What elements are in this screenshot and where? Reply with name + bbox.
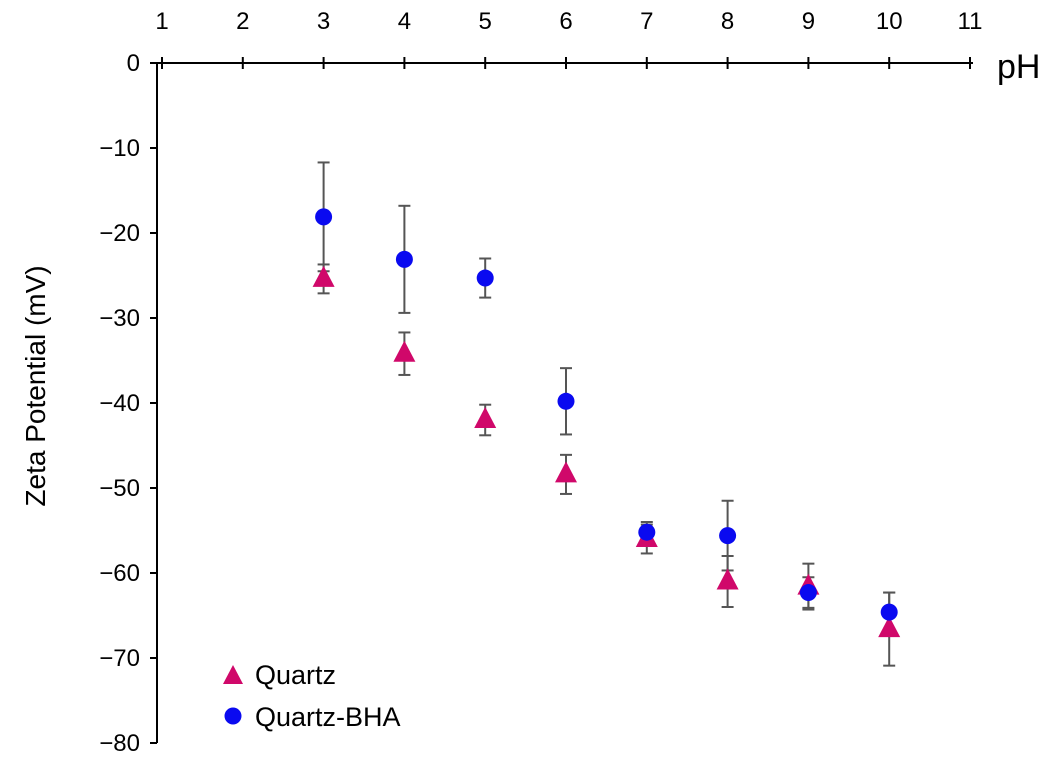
x-tick-label: 5 xyxy=(479,8,492,35)
point-quartz-bha xyxy=(880,603,898,621)
y-axis-title: Zeta Potential (mV) xyxy=(20,265,51,506)
point-quartz-bha xyxy=(476,269,494,287)
legend: Quartz Quartz-BHA xyxy=(223,660,401,732)
x-tick-label: 4 xyxy=(398,8,411,35)
point-quartz-bha xyxy=(395,250,413,268)
x-tick-label: 3 xyxy=(317,8,330,35)
y-tick-label: −50 xyxy=(99,475,140,502)
point-quartz-bha xyxy=(557,392,575,410)
point-quartz xyxy=(716,568,739,590)
point-quartz-bha xyxy=(799,584,817,602)
x-tick-label: 11 xyxy=(958,8,983,35)
y-tick-label: −40 xyxy=(99,390,140,417)
x-tick-label: 8 xyxy=(721,8,734,35)
legend-marker-quartz xyxy=(223,665,243,684)
legend-marker-quartz-bha xyxy=(224,707,242,725)
x-axis-title: pH xyxy=(997,48,1040,86)
x-tick-label: 10 xyxy=(876,8,903,35)
series-layer xyxy=(312,161,901,667)
point-quartz xyxy=(555,461,577,483)
legend-label-quartz: Quartz xyxy=(255,660,336,690)
point-quartz xyxy=(393,340,416,362)
point-quartz xyxy=(474,407,497,428)
point-quartz xyxy=(878,616,901,638)
x-axis-ticks: 1 2 3 4 5 6 7 8 9 10 11 xyxy=(155,8,982,69)
y-axis-ticks: 0 −10 −20 −30 −40 −50 −60 −70 −80 xyxy=(99,50,157,757)
y-tick-label: −20 xyxy=(99,220,140,247)
y-tick-label: −60 xyxy=(99,560,140,587)
y-tick-label: −80 xyxy=(99,730,140,757)
x-tick-label: 2 xyxy=(236,8,249,35)
x-tick-label: 9 xyxy=(802,8,815,35)
point-quartz-bha xyxy=(638,523,656,541)
x-tick-label: 7 xyxy=(640,8,653,35)
point-quartz-bha xyxy=(719,527,737,545)
y-tick-label: −30 xyxy=(99,305,140,332)
point-quartz-bha xyxy=(315,208,333,226)
x-tick-label: 1 xyxy=(155,8,168,35)
y-tick-label: −10 xyxy=(99,135,140,162)
x-tick-label: 6 xyxy=(559,8,572,35)
y-tick-label: −70 xyxy=(99,645,140,672)
legend-label-quartz-bha: Quartz-BHA xyxy=(255,702,401,732)
point-quartz xyxy=(312,265,335,287)
y-tick-label: 0 xyxy=(127,50,140,77)
